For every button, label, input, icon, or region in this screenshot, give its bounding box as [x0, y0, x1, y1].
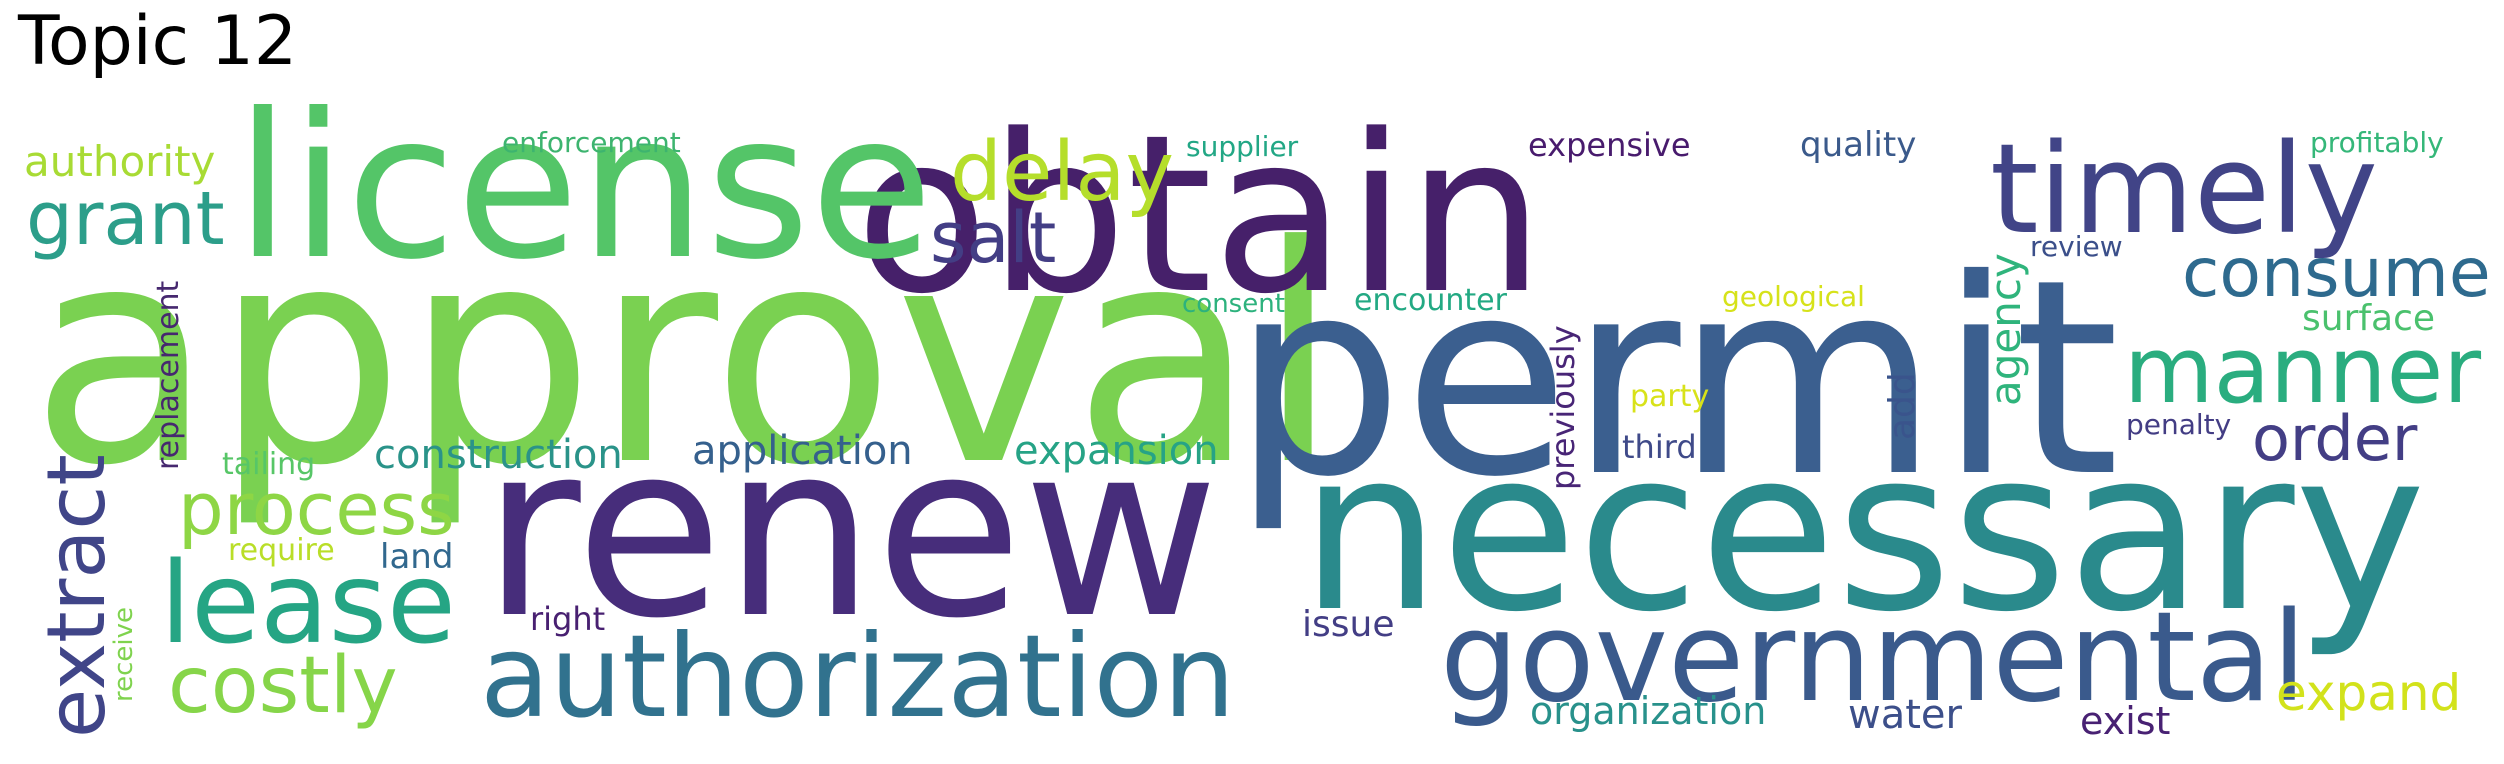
word-obtain: obtain	[855, 89, 1545, 342]
page-title: Topic 12	[18, 2, 298, 81]
word-water: water	[1848, 692, 1963, 738]
word-quality: quality	[1800, 125, 1916, 165]
word-lease: lease	[160, 539, 456, 669]
word-add: add	[1882, 372, 1923, 440]
word-enforcement: enforcement	[502, 126, 681, 159]
word-costly: costly	[168, 641, 398, 731]
word-necessary: necessary	[1300, 403, 2426, 661]
word-supplier: supplier	[1186, 130, 1299, 163]
word-timely: timely	[1990, 118, 2378, 262]
word-encounter: encounter	[1354, 283, 1508, 318]
word-expand: expand	[2276, 664, 2461, 722]
word-permit: permit	[1232, 221, 2120, 536]
word-replacement: replacement	[151, 280, 186, 470]
word-renew: renew	[482, 391, 1219, 671]
word-extract: extract	[30, 454, 123, 738]
word-delay: delay	[950, 125, 1174, 220]
word-order: order	[2252, 402, 2418, 475]
word-grant: grant	[26, 176, 225, 262]
word-issue: issue	[1302, 604, 1394, 645]
word-geological: geological	[1722, 280, 1865, 313]
word-salt: salt	[930, 197, 1056, 279]
word-receive: receive	[109, 607, 139, 702]
word-previously: previously	[1544, 325, 1582, 490]
word-exist: exist	[2080, 699, 2170, 743]
word-application: application	[692, 428, 913, 474]
word-right: right	[530, 600, 605, 638]
word-surface: surface	[2302, 298, 2435, 339]
word-penalty: penalty	[2126, 408, 2231, 441]
word-expansion: expansion	[1014, 428, 1219, 474]
word-require: require	[228, 533, 335, 568]
word-land: land	[380, 537, 453, 577]
word-tailing: tailing	[222, 447, 315, 482]
word-construction: construction	[374, 432, 623, 478]
word-governmental: governmental	[1440, 586, 2306, 730]
word-authorization: authorization	[480, 610, 1235, 743]
word-profitably: profitably	[2310, 126, 2444, 159]
word-organization: organization	[1530, 689, 1766, 733]
word-agency: agency	[1981, 253, 2030, 406]
word-manner: manner	[2124, 317, 2481, 424]
word-third: third	[1622, 428, 1697, 466]
word-process: process	[178, 467, 455, 551]
word-consent: consent	[1182, 289, 1285, 319]
word-review: review	[2030, 230, 2123, 263]
word-expensive: expensive	[1528, 126, 1691, 164]
word-authority: authority	[24, 137, 215, 186]
word-approval: approval	[30, 182, 1340, 531]
word-party: party	[1630, 379, 1709, 414]
word-consume: consume	[2182, 234, 2491, 313]
word-license: license	[235, 71, 933, 304]
